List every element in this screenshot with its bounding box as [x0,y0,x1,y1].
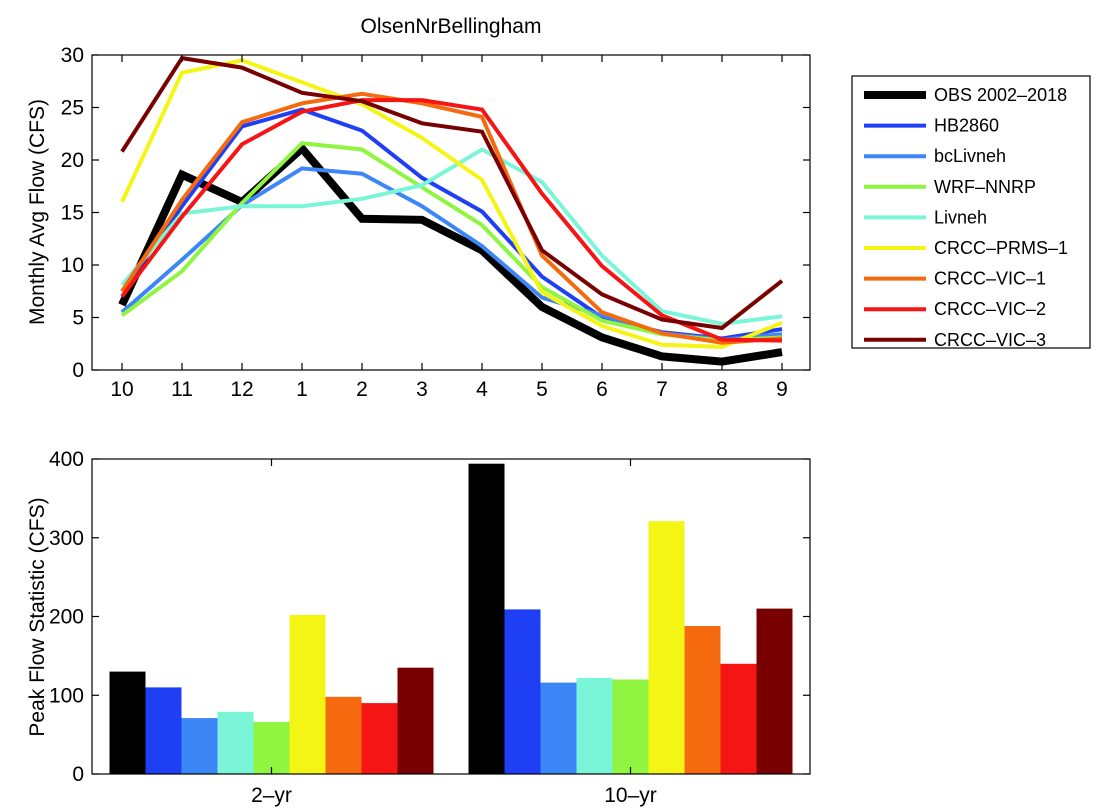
y-tick-label: 30 [61,44,84,67]
bar-2-yr-5 [289,614,326,774]
legend-label-obs-2002-2018: OBS 2002–2018 [934,85,1067,105]
y-tick-label: 0 [72,359,84,382]
legend: OBS 2002–2018 HB2860 bcLivneh WRF–NNRP Livne… [851,75,1091,350]
legend-label-wrf-nnrp: WRF–NNRP [934,177,1036,197]
bar-10-yr-3 [576,677,613,774]
bar-y-axis-label: Peak Flow Statistic (CFS) [26,497,49,736]
x-tick-label: 9 [776,378,788,401]
bar-plot-area: 2–yr 10–yr 0 100 200 300 400 [49,448,811,807]
x-tick-label: 6 [596,378,608,401]
x-tick-label: 10 [110,378,133,401]
x-tick-label: 2 [356,378,368,401]
x-tick-label: 3 [416,378,428,401]
y-tick-label: 200 [49,606,84,629]
series-line-crcc-prms-1 [120,58,783,349]
bar-10-yr-2 [540,682,577,774]
x-tick-label: 7 [656,378,668,401]
x-tick-label: 11 [171,378,193,401]
x-tick-label: 8 [716,378,728,401]
bar-2-yr-6 [325,696,362,774]
x-tick-label: 4 [476,378,488,401]
series-line-livneh [120,147,783,326]
bar-2-yr-1 [145,687,182,774]
y-tick-label: 100 [49,684,84,707]
monthly-flow-line-chart: OlsenNrBellingham Monthly Avg Flow (CFS)… [26,15,1091,401]
y-tick-label: 400 [49,448,84,471]
bar-2-yr-7 [361,703,398,774]
bar-10-yr-8 [756,608,793,774]
y-tick-label: 20 [61,149,84,172]
bar-10-yr-5 [648,521,685,774]
x-tick-label: 5 [536,378,548,401]
bar-10-yr-6 [684,626,721,774]
legend-label-crcc-vic-1: CRCC–VIC–1 [934,269,1046,289]
x-tick-label: 1 [296,378,308,401]
series-line-obs-2002-2018 [118,142,783,366]
y-tick-label: 0 [72,763,84,786]
bar-10-yr-7 [720,663,757,775]
legend-box [851,75,1091,349]
bar-2-yr-2 [181,718,218,774]
bar-2-yr-0 [109,671,146,774]
bar-2-yr-3 [217,711,254,774]
series-line-wrf-nnrp [120,141,783,343]
y-tick-label: 300 [49,527,84,550]
y-tick-label: 15 [61,202,84,225]
bar-2-yr-4 [253,722,290,774]
x-tick-label: 2–yr [251,784,292,807]
legend-label-crcc-vic-2: CRCC–VIC–2 [934,299,1046,319]
y-tick-label: 5 [72,307,84,330]
series-line-crcc-vic-1 [120,91,783,345]
chart-title: OlsenNrBellingham [361,15,542,38]
series-line-crcc-vic-2 [120,98,783,343]
series-line-crcc-vic-3 [120,55,784,331]
y-tick-label: 25 [61,97,84,120]
bar-10-yr-1 [504,609,541,774]
bar-2-yr-8 [397,667,434,774]
y-tick-label: 10 [61,254,84,277]
x-tick-label: 12 [230,378,253,401]
x-tick-label: 10–yr [604,784,657,807]
legend-label-livneh: Livneh [934,207,987,227]
legend-label-bclivneh: bcLivneh [934,146,1006,166]
line-y-axis-label: Monthly Avg Flow (CFS) [26,99,49,325]
legend-label-crcc-prms-1: CRCC–PRMS–1 [934,238,1068,258]
peak-flow-bar-chart: Peak Flow Statistic (CFS) 2–yr 10–yr01002… [26,448,811,807]
legend-label-hb2860: HB2860 [934,116,999,136]
bar-10-yr-0 [468,463,505,774]
legend-label-crcc-vic-3: CRCC–VIC–3 [934,330,1046,350]
bar-10-yr-4 [612,679,649,774]
